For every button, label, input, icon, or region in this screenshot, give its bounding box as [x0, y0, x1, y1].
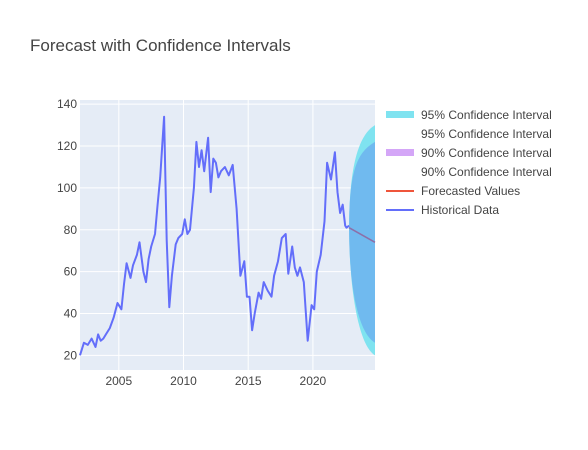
- y-tick-label: 40: [64, 306, 78, 320]
- x-axis-ticks: 2005 2010 2015 2020: [105, 374, 326, 388]
- x-tick-label: 2010: [170, 374, 197, 388]
- y-tick-label: 80: [64, 223, 78, 237]
- legend[interactable]: 95% Confidence Interval 95% Confidence In…: [386, 108, 552, 217]
- plot-area: [80, 100, 375, 370]
- legend-item[interactable]: 90% Confidence Interval: [386, 146, 552, 160]
- y-tick-label: 100: [57, 181, 77, 195]
- y-tick-label: 20: [64, 348, 78, 362]
- historical-data-line: [79, 115, 350, 356]
- legend-label: 95% Confidence Interval: [421, 108, 552, 122]
- legend-label: 95% Confidence Interval: [421, 127, 552, 141]
- legend-label: 90% Confidence Interval: [421, 146, 552, 160]
- legend-item[interactable]: 90% Confidence Interval: [421, 165, 552, 179]
- y-axis-ticks: 20 40 60 80 100 120 140: [57, 97, 77, 362]
- x-gridlines: [118, 100, 314, 370]
- legend-label: Historical Data: [421, 203, 499, 217]
- x-tick-label: 2020: [300, 374, 327, 388]
- legend-item[interactable]: Forecasted Values: [386, 184, 520, 198]
- legend-label: Forecasted Values: [421, 184, 520, 198]
- y-tick-label: 140: [57, 97, 77, 111]
- legend-item[interactable]: 95% Confidence Interval: [386, 108, 552, 122]
- chart-title: Forecast with Confidence Intervals: [30, 36, 291, 55]
- y-tick-label: 60: [64, 265, 78, 279]
- x-tick-label: 2005: [105, 374, 132, 388]
- legend-item[interactable]: Historical Data: [386, 203, 499, 217]
- legend-swatch: [386, 111, 414, 118]
- x-tick-label: 2015: [235, 374, 262, 388]
- confidence-bands: [349, 125, 375, 356]
- legend-item[interactable]: 95% Confidence Interval: [421, 127, 552, 141]
- ci90-band: [349, 141, 375, 343]
- forecasted-values-line: [348, 227, 376, 243]
- legend-label: 90% Confidence Interval: [421, 165, 552, 179]
- y-tick-label: 120: [57, 139, 77, 153]
- legend-swatch: [386, 149, 414, 156]
